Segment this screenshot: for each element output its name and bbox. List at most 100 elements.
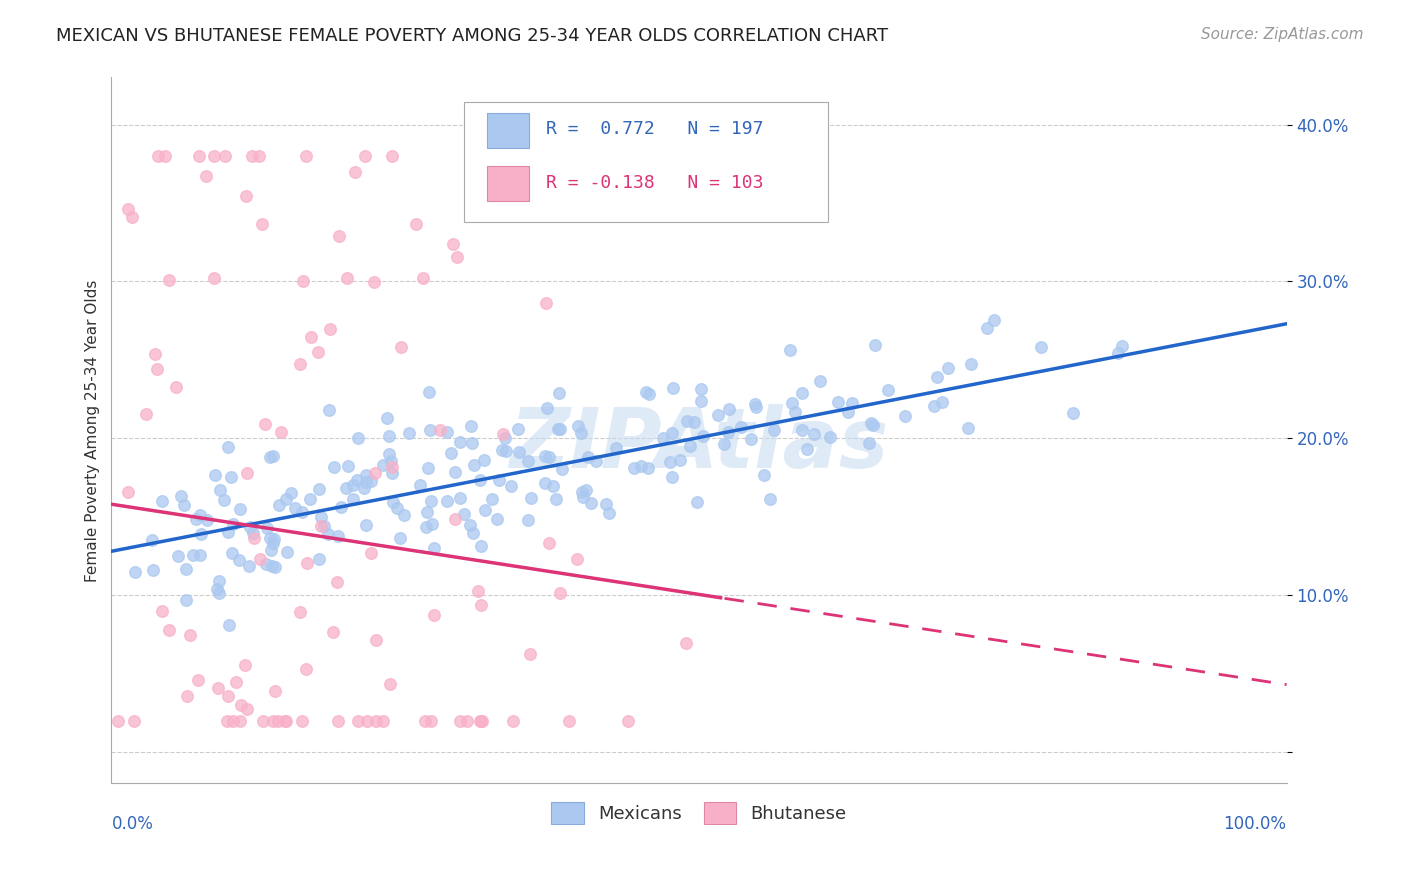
- Point: [174, 561, 197, 575]
- Point: [453, 508, 475, 522]
- Point: [418, 385, 440, 400]
- Point: [274, 714, 297, 728]
- Point: [803, 427, 825, 442]
- Point: [150, 494, 173, 508]
- Point: [1062, 406, 1084, 420]
- Point: [243, 532, 266, 546]
- Point: [319, 322, 342, 336]
- Point: [419, 423, 441, 437]
- Point: [519, 647, 541, 661]
- Point: [107, 714, 129, 728]
- Point: [239, 519, 262, 533]
- Point: [495, 443, 517, 458]
- Point: [167, 549, 190, 563]
- Point: [976, 320, 998, 334]
- Point: [444, 465, 467, 479]
- Point: [436, 494, 458, 508]
- Point: [630, 458, 652, 473]
- Point: [936, 360, 959, 375]
- Point: [328, 714, 350, 728]
- Point: [516, 512, 538, 526]
- Point: [758, 491, 780, 506]
- Point: [675, 635, 697, 649]
- Point: [931, 394, 953, 409]
- Point: [295, 149, 318, 163]
- Point: [173, 498, 195, 512]
- Point: [142, 563, 165, 577]
- Point: [328, 229, 350, 244]
- Point: [360, 546, 382, 560]
- Point: [380, 454, 402, 468]
- Point: [409, 478, 432, 492]
- Point: [470, 714, 492, 728]
- Point: [676, 414, 699, 428]
- Point: [534, 295, 557, 310]
- Point: [569, 425, 592, 440]
- Point: [254, 417, 277, 431]
- Point: [858, 435, 880, 450]
- Point: [658, 455, 681, 469]
- Text: R = -0.138   N = 103: R = -0.138 N = 103: [546, 174, 763, 193]
- Point: [862, 418, 884, 433]
- Point: [585, 454, 607, 468]
- Point: [463, 526, 485, 541]
- Y-axis label: Female Poverty Among 25-34 Year Olds: Female Poverty Among 25-34 Year Olds: [86, 279, 100, 582]
- Point: [219, 470, 242, 484]
- Point: [222, 714, 245, 728]
- Point: [322, 460, 344, 475]
- Point: [308, 552, 330, 566]
- Point: [572, 490, 595, 504]
- Point: [353, 481, 375, 495]
- Point: [235, 189, 257, 203]
- Point: [717, 425, 740, 439]
- Point: [449, 714, 471, 728]
- Point: [169, 489, 191, 503]
- Point: [165, 380, 187, 394]
- Point: [389, 340, 412, 354]
- Point: [534, 450, 557, 464]
- Point: [690, 394, 713, 409]
- Point: [491, 443, 513, 458]
- Point: [294, 662, 316, 676]
- Point: [260, 559, 283, 574]
- FancyBboxPatch shape: [488, 166, 529, 201]
- Point: [551, 461, 574, 475]
- Point: [364, 632, 387, 647]
- Point: [290, 605, 312, 619]
- Point: [405, 217, 427, 231]
- Point: [463, 458, 485, 472]
- Point: [256, 521, 278, 535]
- Point: [381, 466, 404, 480]
- Text: Source: ZipAtlas.com: Source: ZipAtlas.com: [1201, 27, 1364, 42]
- Point: [249, 552, 271, 566]
- Point: [461, 435, 484, 450]
- Point: [456, 714, 478, 728]
- Point: [270, 425, 292, 439]
- Point: [470, 598, 492, 612]
- Point: [187, 673, 209, 687]
- Point: [581, 495, 603, 509]
- Point: [124, 565, 146, 579]
- Point: [446, 250, 468, 264]
- Point: [486, 512, 509, 526]
- Point: [188, 508, 211, 522]
- Point: [415, 504, 437, 518]
- Point: [263, 532, 285, 546]
- Point: [229, 502, 252, 516]
- Point: [187, 149, 209, 163]
- Point: [143, 346, 166, 360]
- Point: [308, 482, 330, 496]
- Point: [692, 428, 714, 442]
- Point: [925, 370, 948, 384]
- Point: [174, 593, 197, 607]
- Point: [547, 422, 569, 436]
- Point: [790, 423, 813, 437]
- Point: [311, 510, 333, 524]
- Point: [262, 536, 284, 550]
- Point: [381, 459, 404, 474]
- Point: [145, 361, 167, 376]
- Point: [217, 525, 239, 540]
- Point: [652, 431, 675, 445]
- Point: [218, 618, 240, 632]
- Point: [416, 461, 439, 475]
